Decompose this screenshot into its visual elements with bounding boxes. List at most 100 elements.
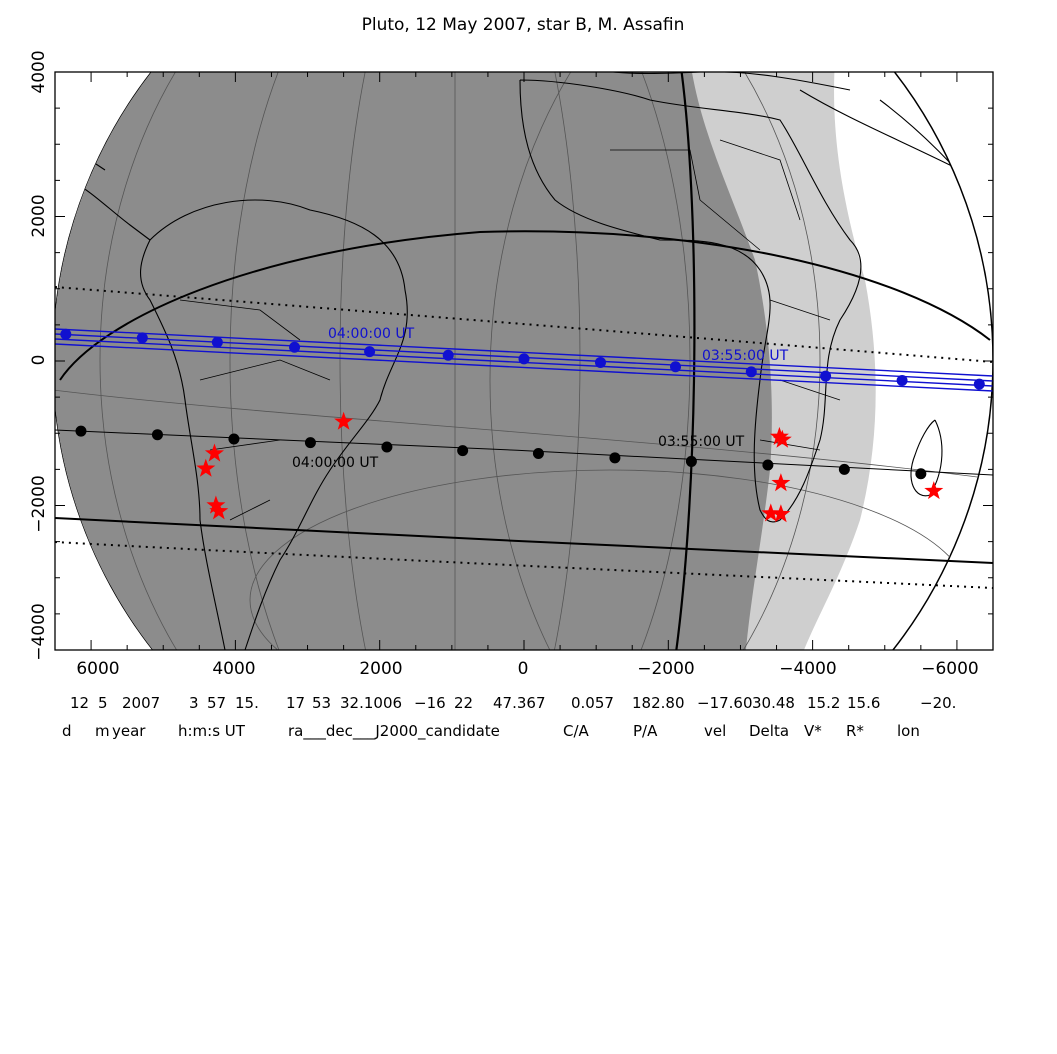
black-point	[228, 433, 240, 445]
info-value: 15.6	[847, 694, 881, 712]
black-point	[838, 463, 850, 475]
station-star	[924, 481, 944, 500]
info-value: 15.2	[807, 694, 841, 712]
y-tick-label: 4000	[29, 50, 49, 93]
info-header: C/A	[563, 722, 589, 740]
info-header: h:m:s UT	[178, 722, 245, 740]
info-value: −17.60	[697, 694, 753, 712]
black-point	[457, 445, 469, 457]
x-tick-label: 6000	[76, 659, 119, 679]
info-value: 22	[454, 694, 474, 712]
info-value: 15.	[235, 694, 259, 712]
info-value: 32.1006	[340, 694, 403, 712]
info-values-row: 12 5 2007 3 57 15. 17 53 32.1006 −16 22 …	[0, 694, 1057, 1054]
black-point	[75, 425, 87, 437]
south-america-coast	[139, 199, 408, 650]
blue-point	[670, 361, 682, 373]
station-star	[196, 458, 216, 477]
x-tick-label: 2000	[359, 659, 402, 679]
blue-point	[289, 341, 301, 353]
info-value: 3	[189, 694, 199, 712]
black-point	[685, 455, 697, 467]
info-value: 182.80	[632, 694, 685, 712]
info-header: P/A	[633, 722, 658, 740]
info-header: V*	[804, 722, 822, 740]
info-value: 17	[286, 694, 306, 712]
info-value: 5	[98, 694, 108, 712]
info-header: lon	[897, 722, 920, 740]
station-star	[769, 426, 789, 445]
x-tick-label: 0	[518, 659, 529, 679]
blue-point	[364, 346, 376, 358]
blue-point	[896, 375, 908, 387]
chart-title: Pluto, 12 May 2007, star B, M. Assafin	[362, 15, 685, 35]
shadow-ellipse	[59, 230, 991, 381]
y-tick-label: −2000	[29, 475, 49, 533]
info-header: ra___dec___J2000_candidate	[288, 722, 500, 740]
meridian-bold	[673, 72, 696, 650]
shadow-limits	[55, 230, 993, 589]
x-tick-label: 4000	[212, 659, 255, 679]
info-header: vel	[704, 722, 727, 740]
blue-label-right: 03:55:00 UT	[702, 348, 789, 364]
info-value: 57	[207, 694, 227, 712]
europe-coast	[559, 72, 961, 171]
black-point	[532, 447, 544, 459]
blue-point	[211, 336, 223, 348]
occultation-map: Pluto, 12 May 2007, star B, M. Assafin	[29, 15, 994, 679]
info-header: d	[62, 722, 72, 740]
black-point	[915, 468, 927, 480]
blue-label-left: 04:00:00 UT	[328, 326, 415, 342]
black-label-right: 03:55:00 UT	[658, 434, 745, 450]
black-point	[762, 459, 774, 471]
station-star	[204, 443, 224, 462]
y-tick-label: 0	[29, 355, 49, 366]
station-star	[772, 429, 792, 448]
station-star	[761, 503, 781, 522]
blue-point	[442, 349, 454, 361]
info-headers-row: d m year h:m:s UT ra___dec___J2000_candi…	[0, 722, 1057, 956]
blue-point	[136, 332, 148, 344]
info-header: R*	[846, 722, 864, 740]
axis-ticks	[55, 71, 993, 651]
blue-point	[745, 366, 757, 378]
y-tick-label: −4000	[29, 603, 49, 661]
station-star	[771, 504, 791, 523]
info-value: 2007	[122, 694, 161, 712]
shadow-limit-lower-dotted	[55, 541, 993, 589]
blue-series	[60, 328, 985, 390]
info-value: −20.	[920, 694, 957, 712]
x-tick-label: −4000	[779, 659, 837, 679]
x-tick-label: −2000	[637, 659, 695, 679]
black-label-left: 04:00:00 UT	[292, 455, 379, 471]
info-value: 30.48	[752, 694, 795, 712]
station-star	[209, 501, 229, 520]
x-tick-label: −6000	[921, 659, 979, 679]
info-value: 0.057	[571, 694, 614, 712]
station-star	[771, 473, 791, 492]
y-tick-label: 2000	[29, 194, 49, 237]
x-tick-labels: 6000 4000 2000 0 −2000 −4000 −6000	[76, 659, 978, 679]
info-value: 12	[70, 694, 90, 712]
info-value: −16	[414, 694, 446, 712]
info-header: Delta	[749, 722, 790, 740]
black-point	[304, 437, 316, 449]
africa-borders	[610, 139, 841, 451]
station-star	[206, 495, 226, 514]
info-header: m	[95, 722, 110, 740]
black-series	[75, 425, 927, 480]
blue-point	[820, 370, 832, 382]
y-tick-labels: 4000 2000 0 −2000 −4000	[29, 50, 49, 660]
info-value: 47.367	[493, 694, 546, 712]
black-point	[381, 441, 393, 453]
station-star	[334, 411, 354, 430]
black-point	[609, 452, 621, 464]
blue-point	[594, 356, 606, 368]
shadow-limit-lower-solid	[55, 517, 993, 564]
station-series	[196, 411, 944, 523]
blue-point	[518, 353, 530, 365]
madagascar-coast	[910, 419, 943, 497]
sa-borders	[179, 299, 331, 521]
black-point	[151, 429, 163, 441]
blue-point	[973, 378, 985, 390]
